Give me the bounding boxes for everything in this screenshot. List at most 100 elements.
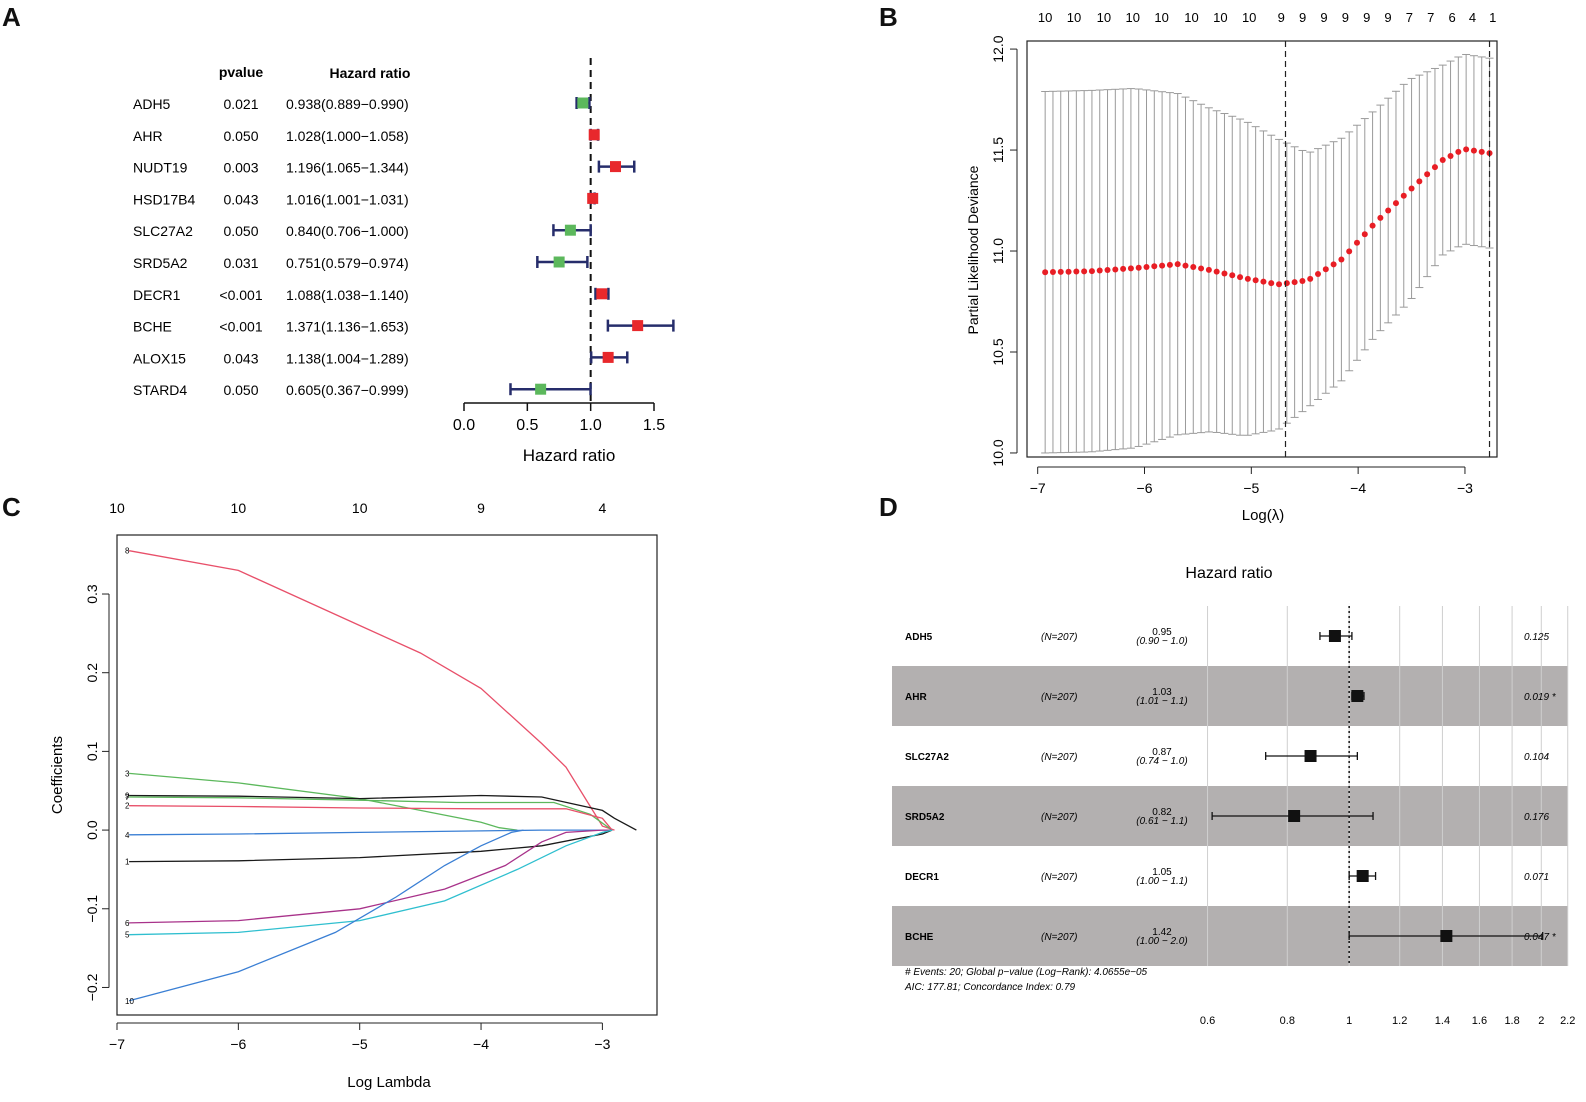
hr-value: 0.95	[1152, 627, 1172, 638]
deviance-point	[1174, 261, 1181, 268]
ci-label: (1.01 − 1.1)	[1136, 696, 1187, 707]
gene-label: DECR1	[133, 287, 181, 303]
y-tick-label: 0.0	[84, 820, 100, 840]
panel-d-cox-forest-plot: Hazard ratio ADH5 (N=207) 0.95(0.90 − 1.0) 0…	[892, 565, 1575, 1027]
deviance-point	[1229, 272, 1236, 279]
hazard-ratio-text: 0.605(0.367−0.999)	[286, 382, 409, 398]
deviance-point	[1268, 280, 1275, 287]
hr-point	[1356, 870, 1369, 882]
hazard-ratio-text: 1.138(1.004−1.289)	[286, 350, 409, 366]
deviance-point	[1166, 261, 1173, 268]
top-count-label: 1	[1489, 10, 1496, 25]
y-tick-label: 0.3	[84, 584, 100, 604]
deviance-point	[1135, 264, 1142, 271]
deviance-point	[1400, 192, 1407, 199]
p-value: 0.176	[1524, 812, 1549, 823]
deviance-point	[1190, 264, 1197, 271]
x-tick-label: 1.0	[580, 417, 602, 434]
x-tick-label: −3	[594, 1036, 610, 1052]
top-count-label: 10	[1184, 10, 1198, 25]
deviance-point	[1416, 178, 1423, 185]
deviance-point	[1315, 271, 1322, 278]
x-tick-label: −7	[109, 1036, 125, 1052]
deviance-point	[1299, 278, 1306, 285]
deviance-point	[1307, 275, 1314, 282]
p-value: 0.125	[1524, 632, 1549, 643]
pvalue-value: 0.031	[223, 255, 258, 271]
x-tick-label: 2.2	[1560, 1015, 1575, 1027]
x-tick-label: −6	[230, 1036, 246, 1052]
coefficient-path-7	[129, 796, 613, 831]
p-value: 0.104	[1524, 752, 1549, 763]
top-count-label: 10	[109, 500, 125, 516]
top-count-label: 4	[1469, 10, 1476, 25]
y-tick-label: −0.1	[84, 895, 100, 923]
deviance-point	[1369, 222, 1376, 229]
deviance-point	[1322, 266, 1329, 273]
gene-label: HSD17B4	[133, 191, 195, 207]
top-count-label: 9	[1363, 10, 1370, 25]
deviance-point	[1143, 264, 1150, 271]
hr-value: 0.82	[1152, 807, 1172, 818]
hazard-ratio-header: Hazard ratio	[330, 65, 411, 81]
row-shading	[892, 666, 1568, 726]
deviance-point	[1470, 147, 1477, 154]
hazard-ratio-text: 0.840(0.706−1.000)	[286, 223, 409, 239]
x-tick-label: 2	[1538, 1015, 1544, 1027]
pvalue-value: 0.021	[223, 96, 258, 112]
top-count-label: 9	[1320, 10, 1327, 25]
deviance-point	[1455, 148, 1462, 155]
deviance-point	[1198, 265, 1205, 272]
deviance-point	[1439, 157, 1446, 164]
deviance-point	[1096, 267, 1103, 274]
gene-label: ADH5	[133, 96, 171, 112]
deviance-point	[1260, 278, 1267, 285]
hr-point	[1351, 690, 1364, 702]
x-tick-label: 1.6	[1472, 1015, 1487, 1027]
hr-point	[1328, 630, 1341, 642]
top-count-label: 10	[1154, 10, 1168, 25]
x-tick-label: −7	[1030, 480, 1046, 496]
hr-point	[535, 383, 547, 395]
plot-frame	[116, 534, 658, 1016]
panel-b-letter: B	[879, 2, 898, 32]
ci-label: (0.74 − 1.0)	[1136, 756, 1187, 767]
deviance-point	[1182, 262, 1189, 269]
hazard-ratio-text: 1.088(1.038−1.140)	[286, 287, 409, 303]
deviance-point	[1065, 268, 1072, 275]
pvalue-value: 0.003	[223, 160, 258, 176]
x-tick-label: −5	[1243, 480, 1259, 496]
ci-label: (1.00 − 1.1)	[1136, 876, 1187, 887]
y-tick-label: 11.5	[990, 137, 1006, 163]
deviance-point	[1057, 268, 1064, 275]
deviance-point	[1361, 231, 1368, 238]
x-tick-label: −4	[1350, 480, 1366, 496]
deviance-point	[1338, 256, 1345, 263]
gene-label: SRD5A2	[905, 812, 945, 823]
panel-c-letter: C	[2, 492, 21, 522]
pvalue-value: <0.001	[219, 319, 262, 335]
hr-point	[609, 161, 621, 173]
gene-label: NUDT19	[133, 160, 188, 176]
top-count-label: 9	[477, 500, 485, 516]
top-count-label: 10	[1038, 10, 1052, 25]
gene-label: STARD4	[133, 382, 187, 398]
n-label: (N=207)	[1041, 932, 1077, 943]
deviance-point	[1127, 265, 1134, 272]
deviance-point	[1392, 200, 1399, 207]
pvalue-value: 0.050	[223, 223, 258, 239]
x-tick-label: 0.8	[1280, 1015, 1295, 1027]
x-tick-label: 1	[1346, 1015, 1352, 1027]
deviance-point	[1346, 248, 1353, 255]
pvalue-header: pvalue	[219, 64, 264, 80]
deviance-point	[1276, 281, 1283, 288]
hazard-ratio-text: 0.751(0.579−0.974)	[286, 255, 409, 271]
top-count-label: 10	[1097, 10, 1111, 25]
deviance-point	[1120, 265, 1127, 272]
hr-point	[1440, 930, 1453, 942]
panel-a-forest-plot: pvalue Hazard ratio ADH5 0.021 0.938(0.889−0…	[133, 58, 675, 465]
x-axis-title: Hazard ratio	[523, 446, 616, 465]
hr-point	[587, 192, 599, 204]
deviance-point	[1104, 267, 1111, 274]
